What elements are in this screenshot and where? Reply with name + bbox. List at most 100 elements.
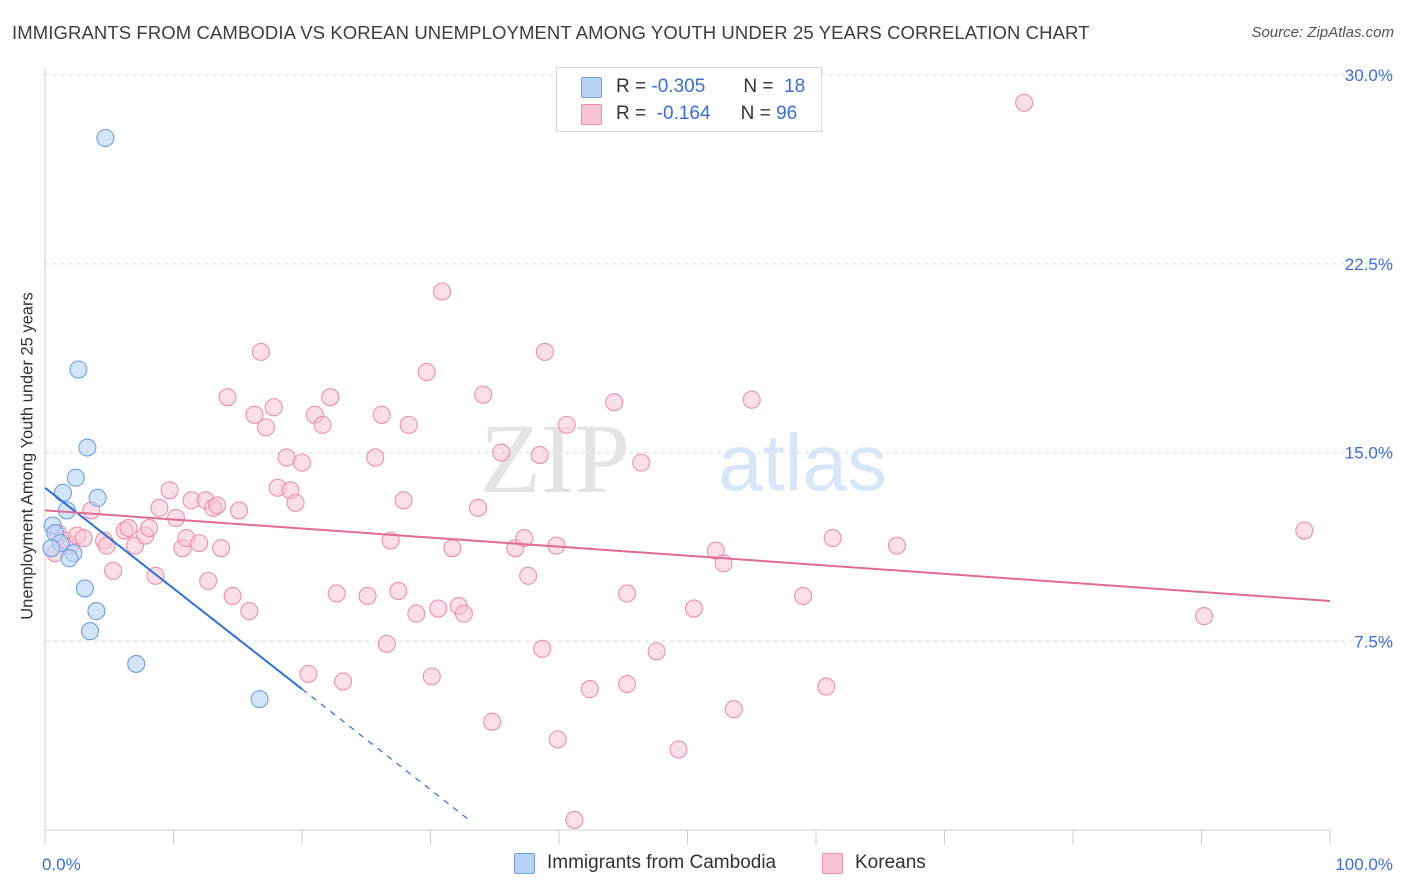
korean-point xyxy=(256,418,276,437)
korean-point xyxy=(519,566,538,585)
cambodia-trend-line xyxy=(44,486,303,690)
korean-point xyxy=(580,680,599,699)
korean-point xyxy=(381,531,400,550)
axis-layer xyxy=(44,68,1331,845)
korean-point xyxy=(515,529,534,548)
korean-point xyxy=(492,443,511,462)
korean-point xyxy=(119,518,138,538)
legend-row-koreans: R = -0.164 N = 96 xyxy=(557,101,797,127)
cambodia-point xyxy=(80,622,100,641)
tick-labels: 7.5% 15.0% 22.5% 30.0% 0.0% 100.0% xyxy=(42,66,1393,874)
koreans-points xyxy=(46,93,1314,829)
series-swatch-blue xyxy=(514,852,535,874)
chart-title: IMMIGRANTS FROM CAMBODIA VS KOREAN UNEMP… xyxy=(12,22,1090,43)
y-tick-label: 15.0% xyxy=(1345,444,1393,463)
korean-point xyxy=(1295,521,1314,540)
korean-point xyxy=(240,602,259,621)
korean-point xyxy=(483,712,502,731)
korean-point xyxy=(417,362,436,382)
korean-point xyxy=(618,584,637,603)
korean-point xyxy=(277,448,296,467)
legend-r-label: R = xyxy=(616,103,647,124)
korean-point xyxy=(229,501,249,520)
korean-point xyxy=(199,571,218,590)
korean-point xyxy=(251,342,270,361)
cambodia-point xyxy=(75,579,94,598)
korean-point xyxy=(292,453,312,472)
korean-point xyxy=(327,584,346,603)
korean-point xyxy=(299,664,318,684)
korean-point xyxy=(286,493,305,512)
y-tick-label: 22.5% xyxy=(1345,255,1393,274)
legend-n-label: N = xyxy=(740,103,771,124)
korean-point xyxy=(632,453,651,472)
korean-point xyxy=(429,599,448,618)
korean-point xyxy=(211,539,231,558)
korean-point xyxy=(530,446,549,465)
cambodia-point xyxy=(250,690,269,709)
korean-point xyxy=(321,388,340,407)
korean-point xyxy=(377,634,396,653)
cambodia-trend-extension xyxy=(301,688,470,821)
legend-n-label: N = xyxy=(743,76,774,97)
korean-point xyxy=(684,599,703,618)
legend-blue-r: -0.305 xyxy=(651,76,706,97)
watermark: ZIP atlas xyxy=(480,403,887,514)
korean-point xyxy=(372,405,391,424)
legend-blue-n: 18 xyxy=(784,76,806,97)
cambodia-point xyxy=(88,488,107,507)
korean-point xyxy=(264,398,283,417)
legend-swatch-blue xyxy=(581,76,602,98)
x-tick-label-min: 0.0% xyxy=(42,855,81,874)
korean-point xyxy=(245,405,264,424)
correlation-legend: R = -0.305 N = 18 R = -0.164 N = 96 xyxy=(556,67,822,132)
korean-point xyxy=(1195,607,1214,626)
korean-point xyxy=(389,581,408,600)
korean-point xyxy=(557,415,576,434)
cambodia-point xyxy=(53,483,73,502)
watermark-atlas: atlas xyxy=(718,418,887,507)
cambodia-point xyxy=(66,468,85,487)
korean-point xyxy=(468,498,488,517)
korean-point xyxy=(474,385,493,404)
korean-point xyxy=(104,561,123,580)
legend-pink-r: -0.164 xyxy=(656,103,711,124)
grid-layer xyxy=(45,74,1393,642)
korean-point xyxy=(724,700,743,719)
korean-point xyxy=(669,740,688,759)
y-axis-label: Unemployment Among Youth under 25 years xyxy=(18,292,37,620)
korean-point xyxy=(407,604,426,623)
korean-point xyxy=(817,677,836,696)
korean-point xyxy=(150,498,169,517)
korean-point xyxy=(334,672,353,691)
series-label-koreans: Koreans xyxy=(855,852,926,873)
series-swatch-pink xyxy=(822,852,843,874)
trend-lines xyxy=(44,486,1331,821)
series-legend-koreans[interactable]: Koreans xyxy=(822,852,926,874)
korean-point xyxy=(605,393,624,412)
korean-point xyxy=(823,529,842,548)
series-legend-cambodia[interactable]: Immigrants from Cambodia xyxy=(514,852,776,874)
source-credit: Source: ZipAtlas.com xyxy=(1251,24,1394,41)
series-legend: Immigrants from Cambodia Koreans xyxy=(0,852,1406,878)
korean-point xyxy=(218,388,237,407)
cambodia-point xyxy=(42,539,61,558)
cambodia-point xyxy=(96,128,115,148)
korean-point xyxy=(565,810,584,829)
legend-swatch-pink xyxy=(581,103,602,125)
korean-point xyxy=(742,390,761,409)
korean-point xyxy=(190,534,209,553)
korean-point xyxy=(160,481,179,500)
cambodia-point xyxy=(87,602,106,621)
legend-pink-n: 96 xyxy=(776,103,798,124)
cambodia-point xyxy=(127,654,146,673)
korean-point xyxy=(454,604,473,623)
korean-point xyxy=(548,730,567,749)
korean-point xyxy=(433,282,452,301)
series-label-cambodia: Immigrants from Cambodia xyxy=(547,852,777,873)
korean-point xyxy=(366,448,385,467)
korean-point xyxy=(1015,93,1034,112)
koreans-trend-line xyxy=(44,509,1331,603)
korean-point xyxy=(358,586,377,606)
